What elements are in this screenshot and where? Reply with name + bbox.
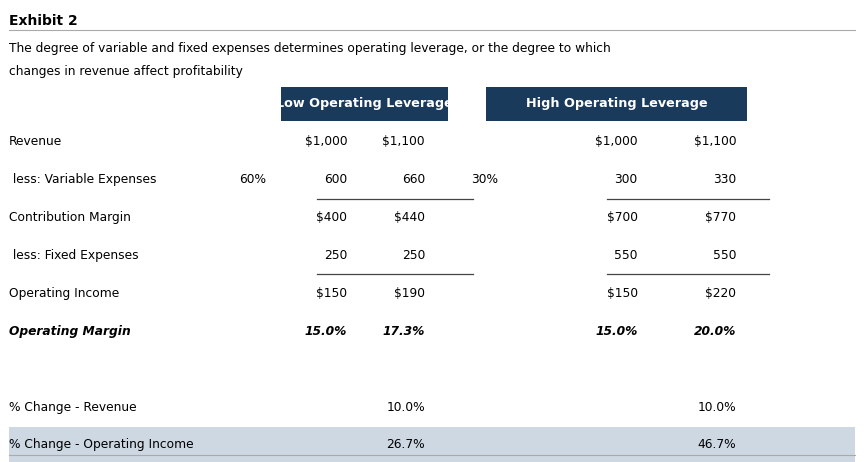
- Text: $770: $770: [705, 211, 736, 224]
- Text: $400: $400: [316, 211, 347, 224]
- Text: 660: 660: [402, 173, 425, 186]
- Text: 10.0%: 10.0%: [386, 401, 425, 413]
- Text: Operating Margin: Operating Margin: [9, 325, 130, 338]
- Text: 30%: 30%: [471, 173, 498, 186]
- Text: $150: $150: [316, 287, 347, 300]
- Text: $220: $220: [705, 287, 736, 300]
- Text: Low Operating Leverage: Low Operating Leverage: [276, 97, 453, 110]
- Text: $1,000: $1,000: [595, 135, 638, 148]
- Text: The degree of variable and fixed expenses determines operating leverage, or the : The degree of variable and fixed expense…: [9, 42, 610, 55]
- FancyBboxPatch shape: [9, 427, 855, 462]
- Text: $190: $190: [394, 287, 425, 300]
- Text: 17.3%: 17.3%: [383, 325, 425, 338]
- Text: 20.0%: 20.0%: [694, 325, 736, 338]
- Text: 26.7%: 26.7%: [386, 438, 425, 451]
- Text: 15.0%: 15.0%: [595, 325, 638, 338]
- Text: Contribution Margin: Contribution Margin: [9, 211, 130, 224]
- Text: less: Fixed Expenses: less: Fixed Expenses: [9, 249, 138, 262]
- Text: $1,100: $1,100: [694, 135, 736, 148]
- Text: changes in revenue affect profitability: changes in revenue affect profitability: [9, 65, 243, 78]
- Text: $700: $700: [607, 211, 638, 224]
- Text: Operating Income: Operating Income: [9, 287, 119, 300]
- Text: 10.0%: 10.0%: [697, 401, 736, 413]
- Text: 250: 250: [324, 249, 347, 262]
- Text: 300: 300: [614, 173, 638, 186]
- Text: 250: 250: [402, 249, 425, 262]
- Text: 15.0%: 15.0%: [305, 325, 347, 338]
- Text: $1,100: $1,100: [383, 135, 425, 148]
- Text: 600: 600: [324, 173, 347, 186]
- Text: $1,000: $1,000: [305, 135, 347, 148]
- FancyBboxPatch shape: [486, 87, 747, 121]
- Text: $150: $150: [607, 287, 638, 300]
- Text: Revenue: Revenue: [9, 135, 62, 148]
- Text: % Change - Operating Income: % Change - Operating Income: [9, 438, 194, 451]
- Text: Exhibit 2: Exhibit 2: [9, 14, 78, 28]
- Text: 46.7%: 46.7%: [697, 438, 736, 451]
- Text: $440: $440: [394, 211, 425, 224]
- Text: less: Variable Expenses: less: Variable Expenses: [9, 173, 156, 186]
- Text: High Operating Leverage: High Operating Leverage: [526, 97, 708, 110]
- FancyBboxPatch shape: [281, 87, 448, 121]
- Text: 330: 330: [713, 173, 736, 186]
- Text: 550: 550: [614, 249, 638, 262]
- Text: 550: 550: [713, 249, 736, 262]
- Text: % Change - Revenue: % Change - Revenue: [9, 401, 137, 413]
- Text: 60%: 60%: [239, 173, 266, 186]
